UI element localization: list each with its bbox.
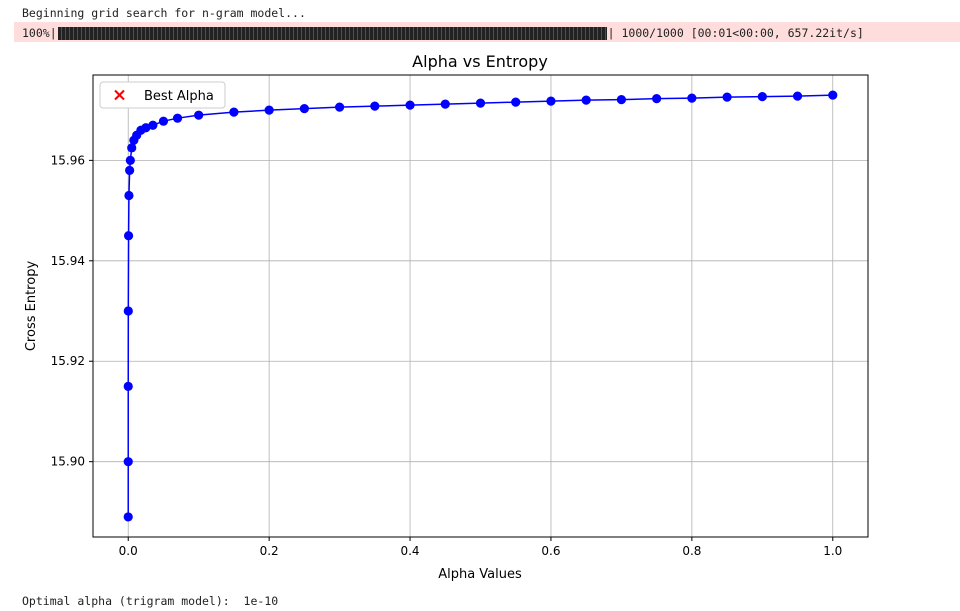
data-point — [125, 165, 135, 176]
legend[interactable]: Best Alpha — [99, 81, 226, 109]
legend-label: Best Alpha — [144, 89, 214, 104]
data-point — [148, 120, 158, 130]
data-point — [792, 91, 803, 101]
data-point — [722, 92, 732, 102]
data-point — [127, 143, 137, 153]
data-point — [123, 457, 133, 467]
data-point — [687, 93, 697, 103]
progress-bar — [57, 26, 607, 40]
optimal-alpha-output: Optimal alpha (trigram model): 1e-10 — [22, 594, 279, 608]
legend-box — [99, 81, 226, 109]
progress-output: 100%| | 1000/1000 [00:01<00:00, 657.22it… — [22, 26, 864, 40]
data-point — [124, 190, 134, 201]
data-point — [581, 95, 591, 105]
data-point — [475, 98, 486, 108]
y-tick-label: 15.96 — [51, 153, 85, 167]
data-point — [141, 123, 151, 133]
progress-prefix: 100%| — [22, 26, 57, 40]
progress-suffix: | 1000/1000 [00:01<00:00, 657.22it/s] — [607, 26, 864, 40]
data-point — [405, 100, 415, 110]
data-point — [123, 512, 133, 522]
y-axis-label: Cross Entropy — [24, 261, 39, 352]
data-point — [828, 90, 838, 100]
grid-lines — [93, 75, 868, 537]
data-point — [652, 94, 662, 104]
series-line — [127, 94, 833, 517]
data-point — [172, 113, 183, 123]
data-point — [334, 102, 345, 112]
y-tick-label: 15.92 — [51, 354, 85, 368]
axes-frame — [92, 74, 869, 538]
data-point — [546, 96, 556, 106]
data-point — [440, 99, 450, 109]
x-tick-label: 0.2 — [260, 544, 279, 558]
output-line-start: Beginning grid search for n-gram model..… — [22, 6, 306, 20]
x-tick-label: 0.0 — [119, 544, 138, 558]
data-point — [299, 104, 309, 114]
x-tick-label: 0.8 — [682, 544, 701, 558]
data-point — [511, 97, 521, 107]
data-point — [158, 116, 169, 126]
y-tick-label: 15.94 — [51, 254, 85, 268]
data-point — [229, 107, 239, 117]
x-tick-label: 1.0 — [823, 544, 842, 558]
data-point — [616, 95, 627, 105]
data-point — [123, 381, 133, 391]
chart-title: Alpha vs Entropy — [412, 52, 548, 71]
x-tick-label: 0.4 — [400, 544, 419, 558]
legend-x-marker-icon — [114, 89, 125, 101]
data-point — [194, 110, 204, 120]
x-tick-label: 0.6 — [541, 544, 560, 558]
alpha-entropy-chart: 0.0 0.2 0.4 0.6 0.8 1.0 15.90 15.92 15.94 15.96 A… — [24, 52, 869, 582]
data-point — [123, 231, 134, 241]
data-point — [264, 105, 274, 115]
series-layer — [123, 90, 838, 522]
y-tick-label: 15.90 — [51, 455, 85, 469]
data-point — [370, 101, 380, 111]
ticks: 0.0 0.2 0.4 0.6 0.8 1.0 15.90 15.92 15.94 15.96 — [51, 153, 843, 558]
data-point — [125, 155, 135, 165]
x-axis-label: Alpha Values — [438, 567, 522, 582]
data-point — [123, 306, 133, 316]
data-point — [757, 91, 767, 102]
